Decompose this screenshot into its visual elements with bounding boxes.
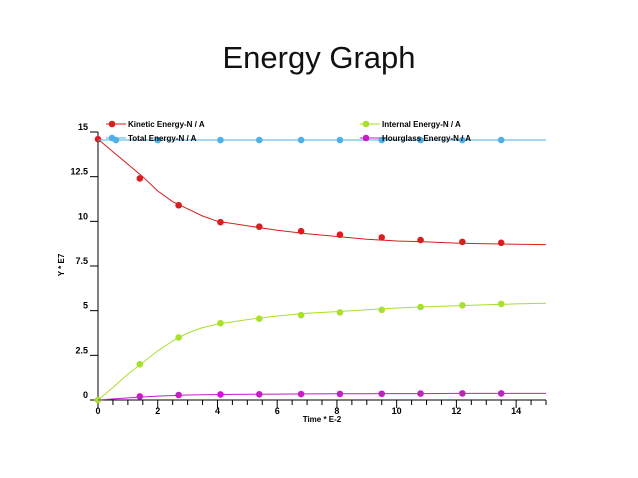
x-tick-label: 8 — [334, 406, 339, 416]
data-point — [297, 136, 305, 144]
y-tick-label: 0 — [83, 390, 88, 400]
y-tick-label: 12.5 — [70, 167, 88, 177]
data-point — [378, 390, 386, 398]
data-point — [497, 300, 505, 308]
data-point — [217, 319, 224, 327]
y-tick-label: 7.5 — [75, 256, 88, 266]
legend-label: Internal Energy-N / A — [382, 120, 461, 129]
data-point — [297, 390, 305, 398]
data-point — [378, 136, 386, 144]
data-point — [417, 303, 424, 311]
data-point — [94, 135, 102, 143]
data-point — [459, 390, 466, 397]
data-point — [175, 334, 182, 341]
data-point — [497, 239, 505, 247]
y-tick-label: 15 — [78, 122, 88, 132]
y-tick-label: 5 — [83, 301, 88, 311]
legend-entry: Hourglass Energy-N / A — [360, 134, 471, 143]
data-point — [255, 136, 263, 144]
data-point — [378, 234, 386, 241]
data-point — [336, 390, 344, 398]
x-tick-label: 10 — [392, 406, 402, 416]
x-tick-label: 6 — [275, 406, 280, 416]
legend-entry: Kinetic Energy-N / A — [106, 120, 205, 129]
data-point — [136, 393, 144, 400]
legend-label: Kinetic Energy-N / A — [128, 120, 205, 129]
data-point — [175, 201, 182, 209]
data-point — [497, 390, 505, 397]
data-point — [255, 390, 263, 398]
y-tick-label: 2.5 — [75, 345, 88, 355]
legend-entry: Total Energy-N / A — [106, 134, 197, 143]
legend-marker — [362, 120, 370, 128]
series-group — [94, 300, 547, 404]
data-point — [497, 136, 505, 144]
axes: 0 2 4 6 8 10 12 14 0 2.5 5 7.5 10 12.5 15 — [70, 122, 547, 416]
series-layer — [94, 135, 547, 404]
data-point — [459, 238, 466, 246]
data-point — [255, 223, 263, 230]
x-axis-title: Time * E-2 — [303, 415, 342, 424]
data-point — [136, 360, 144, 368]
legend-marker — [362, 134, 370, 142]
legend: Kinetic Energy-N / A Internal Energy-N / … — [106, 120, 471, 143]
x-tick-label: 2 — [155, 406, 160, 416]
series-group — [97, 390, 546, 401]
data-point — [297, 311, 305, 319]
data-point — [417, 390, 424, 397]
data-point — [217, 391, 224, 398]
data-point — [217, 218, 224, 226]
data-point — [459, 136, 466, 144]
data-point — [336, 309, 344, 316]
data-point — [378, 306, 386, 314]
legend-entry: Internal Energy-N / A — [360, 120, 461, 129]
data-point — [459, 302, 466, 309]
series-line — [97, 392, 546, 401]
data-point — [336, 231, 344, 239]
series-group — [94, 135, 547, 247]
data-point — [297, 227, 305, 235]
data-point — [154, 136, 162, 144]
x-tick-label: 12 — [451, 406, 461, 416]
x-tick-label: 0 — [95, 406, 100, 416]
data-point — [136, 175, 144, 182]
data-point — [255, 315, 263, 323]
data-point — [417, 136, 424, 144]
series-line — [97, 138, 547, 246]
data-point — [175, 391, 182, 399]
series-line — [97, 302, 547, 401]
data-point — [417, 236, 424, 244]
x-tick-label: 4 — [215, 406, 220, 416]
legend-label: Total Energy-N / A — [128, 134, 197, 143]
y-tick-label: 10 — [78, 211, 88, 221]
legend-marker — [108, 120, 116, 128]
legend-label: Hourglass Energy-N / A — [382, 134, 471, 143]
data-point — [217, 136, 224, 144]
legend-marker — [108, 134, 116, 142]
slide-title: Energy Graph — [222, 40, 416, 75]
x-tick-label: 14 — [511, 406, 521, 416]
data-point — [336, 136, 344, 144]
y-axis-title: Y * E7 — [57, 253, 66, 276]
